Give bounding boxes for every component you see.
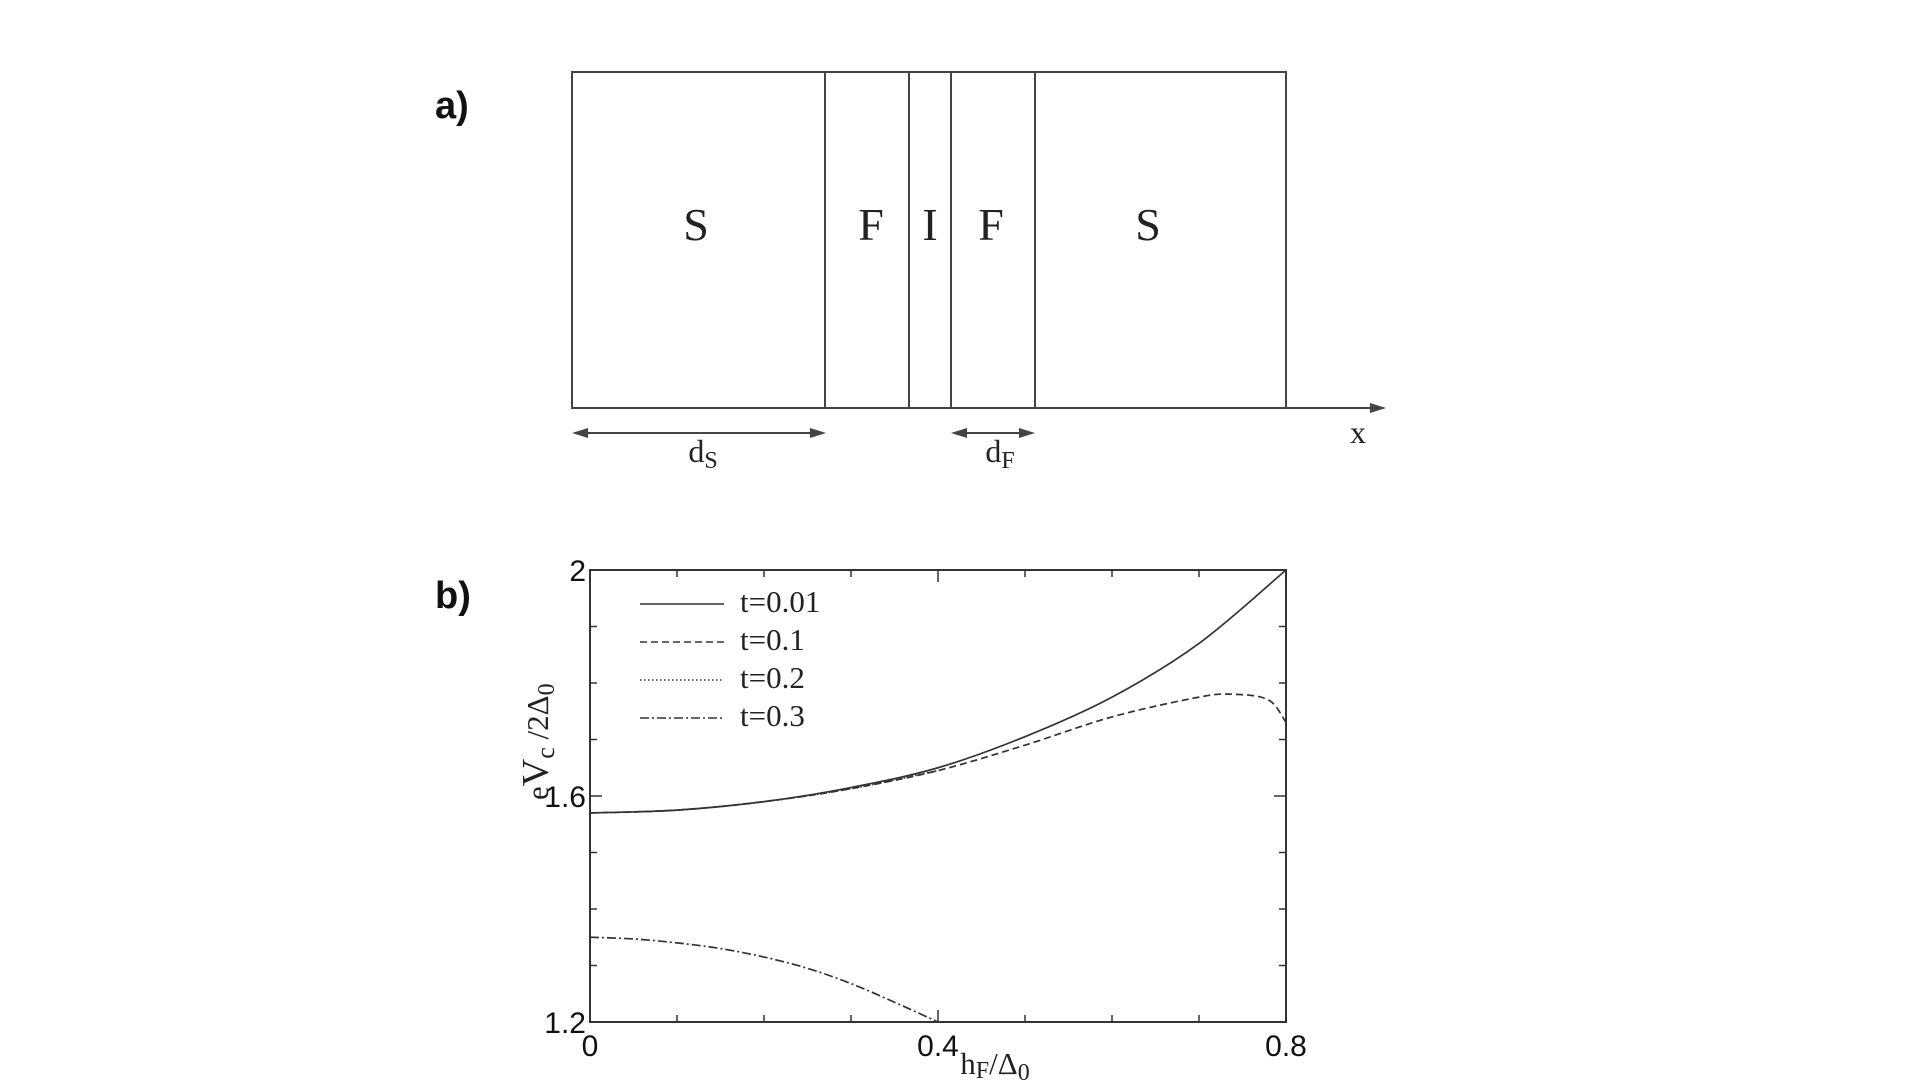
- ds-arrowhead-left: [572, 428, 588, 438]
- x-tick-label: 0.4: [917, 1030, 959, 1063]
- series-line-1: [589, 693, 1287, 814]
- layer-label-f-left: F: [858, 199, 884, 250]
- df-label: dF: [985, 433, 1014, 474]
- panel-b: b) 0 0.4 0.8 1.2 1.6 2 t=0.01 t=0.1 t=0.2 t=0…: [435, 555, 1307, 1080]
- y-axis-label: eVc /2Δ0: [515, 683, 560, 800]
- layer-label-s-left: S: [683, 199, 709, 250]
- x-axis-label: x: [1350, 414, 1366, 450]
- y-tick-label: 2: [569, 555, 586, 588]
- y-tick-label: 1.2: [544, 1007, 586, 1040]
- layer-stack-outline: [571, 71, 1287, 409]
- legend-entry-t01: t=0.1: [740, 622, 805, 657]
- legend-entry-t001: t=0.01: [740, 584, 820, 619]
- df-arrowhead-left: [951, 428, 967, 438]
- layer-label-s-right: S: [1135, 199, 1161, 250]
- ds-label: dS: [688, 433, 717, 474]
- legend: t=0.01 t=0.1 t=0.2 t=0.3: [640, 584, 820, 733]
- df-arrowhead-right: [1019, 428, 1035, 438]
- legend-entry-t03: t=0.3: [740, 698, 805, 733]
- series-line-3: [589, 936, 939, 1023]
- x-tick-label: 0.8: [1265, 1030, 1307, 1063]
- y-tick-label: 1.6: [544, 781, 586, 814]
- legend-entry-t02: t=0.2: [740, 660, 805, 695]
- x-axis-arrowhead: [1370, 403, 1386, 413]
- series-line-0: [589, 569, 1287, 814]
- panel-a-label: a): [435, 85, 469, 127]
- x-tick-label: 0: [582, 1030, 599, 1063]
- data-curves: [589, 569, 1287, 1023]
- panel-a: a) S F I F S x dS dF: [435, 71, 1386, 474]
- layer-label-f-right: F: [978, 199, 1004, 250]
- layer-label-i: I: [922, 199, 937, 250]
- ds-arrowhead-right: [810, 428, 826, 438]
- panel-b-label: b): [435, 575, 471, 617]
- x-axis-title: hF/Δ0: [960, 1046, 1029, 1080]
- axis-tick-labels: 0 0.4 0.8 1.2 1.6 2: [544, 555, 1307, 1063]
- series-line-2: [589, 769, 939, 814]
- axis-ticks: [589, 569, 1287, 1023]
- plot-frame: [589, 569, 1287, 1023]
